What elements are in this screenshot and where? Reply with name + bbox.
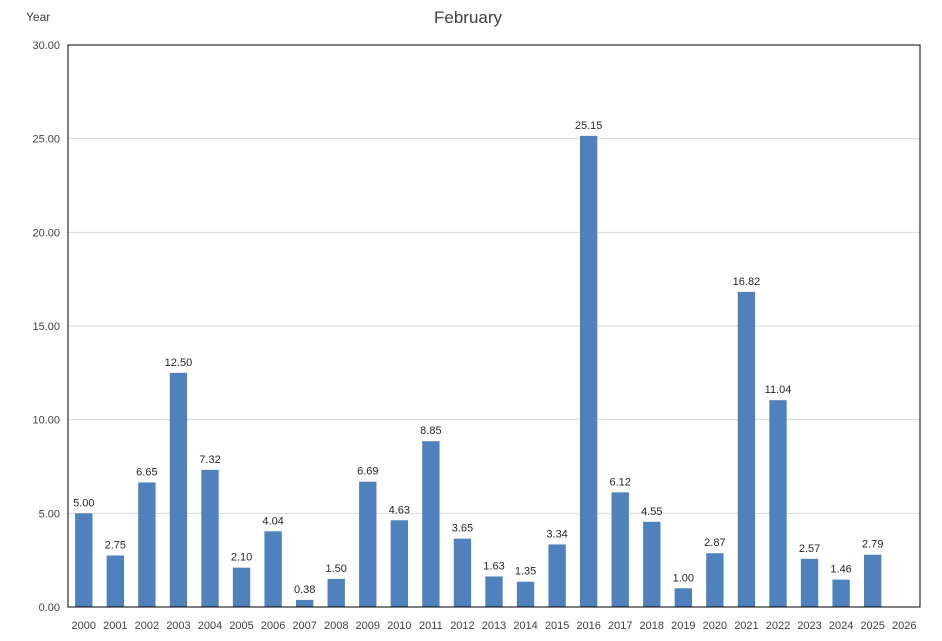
data-label-2021: 16.82 [733,276,761,288]
y-tick-label: 25.00 [32,134,60,146]
x-tick-label: 2010 [387,620,411,632]
data-label-2023: 2.57 [799,543,820,555]
data-label-2017: 6.12 [610,476,631,488]
bar-2020 [706,553,724,607]
bars [75,135,882,607]
corner-label: Year [26,10,50,24]
x-tick-label: 2012 [450,620,474,632]
data-label-2016: 25.15 [575,120,603,132]
data-label-2015: 3.34 [546,528,567,540]
y-tick-label: 5.00 [39,508,60,520]
data-label-2011: 8.85 [420,425,441,437]
bar-2009 [359,481,377,607]
x-tick-label: 2025 [860,620,884,632]
plot-frame [67,44,921,608]
data-label-2005: 2.10 [231,552,252,564]
data-label-2020: 2.87 [704,537,725,549]
bar-2011 [422,441,440,607]
y-tick-label: 10.00 [32,415,60,427]
bar-2017 [611,492,629,607]
bar-2010 [390,520,409,607]
data-label-2012: 3.65 [452,523,473,535]
x-tick-label: 2014 [513,620,537,632]
x-tick-label: 2024 [829,620,853,632]
x-tick-label: 2023 [797,620,821,632]
chart-title: February [434,8,503,27]
data-label-2004: 7.32 [199,454,220,466]
y-tick-label: 0.00 [39,602,60,614]
bar-2002 [138,482,156,607]
x-tick-label: 2018 [640,620,664,632]
x-tick-label: 2021 [734,620,758,632]
bar-2003 [169,372,188,607]
bar-2001 [106,555,125,607]
x-tick-label: 2015 [545,620,569,632]
x-tick-label: 2006 [261,620,285,632]
data-label-2000: 5.00 [73,497,94,509]
bar-2012 [453,538,472,607]
x-tick-label: 2013 [482,620,506,632]
bar-2008 [327,578,345,607]
data-label-2001: 2.75 [105,539,126,551]
bar-2013 [485,576,503,607]
x-tick-label: 2001 [103,620,127,632]
bar-2014 [516,581,535,607]
data-label-2009: 6.69 [357,466,378,478]
data-label-2002: 6.65 [136,466,157,478]
data-label-2024: 1.46 [830,564,851,576]
bar-2015 [548,544,566,607]
x-tick-label: 2000 [72,620,96,632]
bar-2005 [232,567,251,607]
data-label-2008: 1.50 [326,563,347,575]
data-label-2018: 4.55 [641,506,662,518]
x-tick-label: 2007 [292,620,316,632]
x-tick-label: 2005 [229,620,253,632]
data-label-2006: 4.04 [262,515,283,527]
bar-2023 [800,558,819,607]
bar-2016 [579,135,598,607]
x-axis: 2000 2001 2002 2003 2004 2005 2006 2007 2008 2009… [72,620,917,632]
bar-2006 [264,531,282,607]
bar-2025 [863,554,882,607]
data-labels: 5.00 2.75 6.65 12.50 7.32 2.10 4.04 0.38 1.50 6.6… [73,120,883,596]
data-label-2019: 1.00 [673,572,694,584]
bar-2021 [737,291,756,607]
x-tick-label: 2017 [608,620,632,632]
bar-2022 [769,400,787,607]
gridlines [68,44,920,608]
y-tick-label: 20.00 [32,227,60,239]
x-tick-label: 2016 [576,620,600,632]
y-tick-label: 15.00 [32,321,60,333]
bar-2019 [674,588,693,607]
bar-2007 [295,599,314,607]
y-tick-label: 30.00 [32,40,60,52]
x-tick-label: 2026 [892,620,916,632]
data-label-2022: 11.04 [765,384,792,396]
y-axis: 0.00 5.00 10.00 15.00 20.00 25.00 30.00 [32,40,60,614]
x-tick-label: 2009 [356,620,380,632]
x-tick-label: 2002 [135,620,159,632]
data-label-2013: 1.63 [483,560,504,572]
x-tick-label: 2008 [324,620,348,632]
x-tick-label: 2011 [419,620,443,632]
bar-2000 [75,513,93,607]
x-tick-label: 2020 [703,620,727,632]
x-tick-label: 2022 [766,620,790,632]
data-label-2010: 4.63 [389,504,410,516]
data-label-2007: 0.38 [294,584,315,596]
bar-2024 [832,579,850,607]
bar-2018 [643,521,661,607]
x-tick-label: 2003 [166,620,190,632]
data-label-2014: 1.35 [515,566,536,578]
bar-2004 [201,469,219,607]
x-tick-label: 2019 [671,620,695,632]
x-tick-label: 2004 [198,620,222,632]
data-label-2025: 2.79 [862,539,883,551]
data-label-2003: 12.50 [165,357,193,369]
